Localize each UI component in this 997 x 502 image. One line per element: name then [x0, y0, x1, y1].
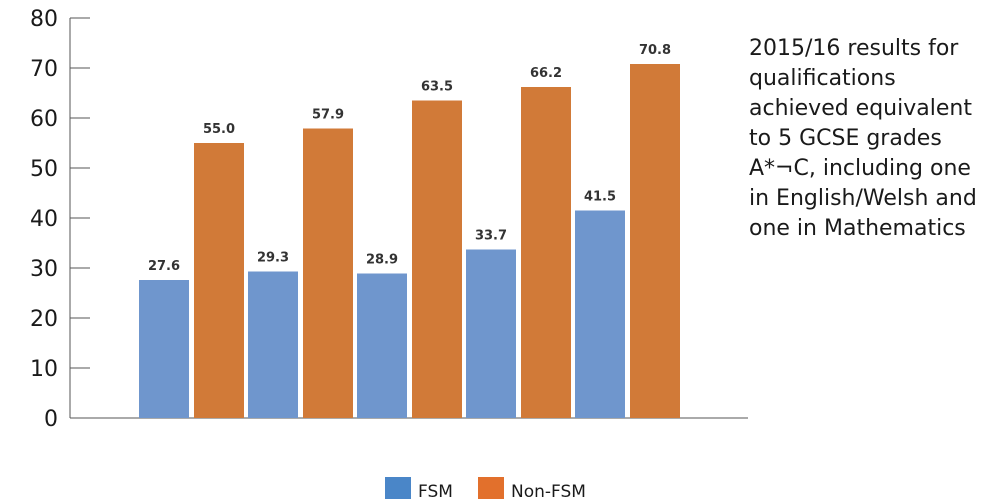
y-axis-ticks: 0 10 20 30 40 50 60 70 80	[30, 7, 90, 432]
y-tick-label: 30	[30, 257, 58, 282]
bar-non-fsm-5	[630, 64, 680, 418]
data-label: 27.6	[148, 259, 180, 274]
y-tick-label: 10	[30, 357, 58, 382]
data-label: 63.5	[421, 80, 453, 95]
y-tick-label: 20	[30, 307, 58, 332]
bar-non-fsm-3	[412, 100, 462, 418]
data-label: 29.3	[257, 251, 289, 266]
bar-fsm-1	[139, 280, 189, 418]
legend-swatch	[478, 477, 504, 499]
bar-non-fsm-2	[303, 128, 353, 418]
bar-fsm-2	[248, 271, 298, 418]
chart-annotation: 2015/16 results for qualifications achie…	[749, 36, 977, 241]
bar-fsm-4	[466, 249, 516, 418]
y-tick-label: 60	[30, 107, 58, 132]
legend-swatch	[385, 477, 411, 499]
bar-fsm-3	[357, 273, 407, 418]
y-tick-label: 80	[30, 7, 58, 32]
legend-label: Non-FSM	[511, 482, 586, 502]
legend: FSM Non-FSM	[385, 477, 586, 502]
data-label: 55.0	[203, 122, 235, 137]
data-label: 57.9	[312, 108, 344, 123]
data-label: 33.7	[475, 229, 507, 244]
y-tick-label: 70	[30, 57, 58, 82]
bar-fsm-5	[575, 210, 625, 418]
data-labels: 27.6 55.0 29.3 57.9 28.9 63.5 33.7 66.2 41.5 70.8	[148, 43, 671, 274]
bar-non-fsm-1	[194, 143, 244, 418]
data-label: 41.5	[584, 190, 616, 205]
legend-label: FSM	[418, 482, 453, 502]
y-tick-label: 50	[30, 157, 58, 182]
y-tick-label: 0	[44, 407, 58, 432]
y-tick-label: 40	[30, 207, 58, 232]
data-label: 70.8	[639, 43, 671, 58]
data-label: 28.9	[366, 253, 398, 268]
bars	[139, 64, 680, 418]
data-label: 66.2	[530, 66, 562, 81]
bar-non-fsm-4	[521, 87, 571, 418]
